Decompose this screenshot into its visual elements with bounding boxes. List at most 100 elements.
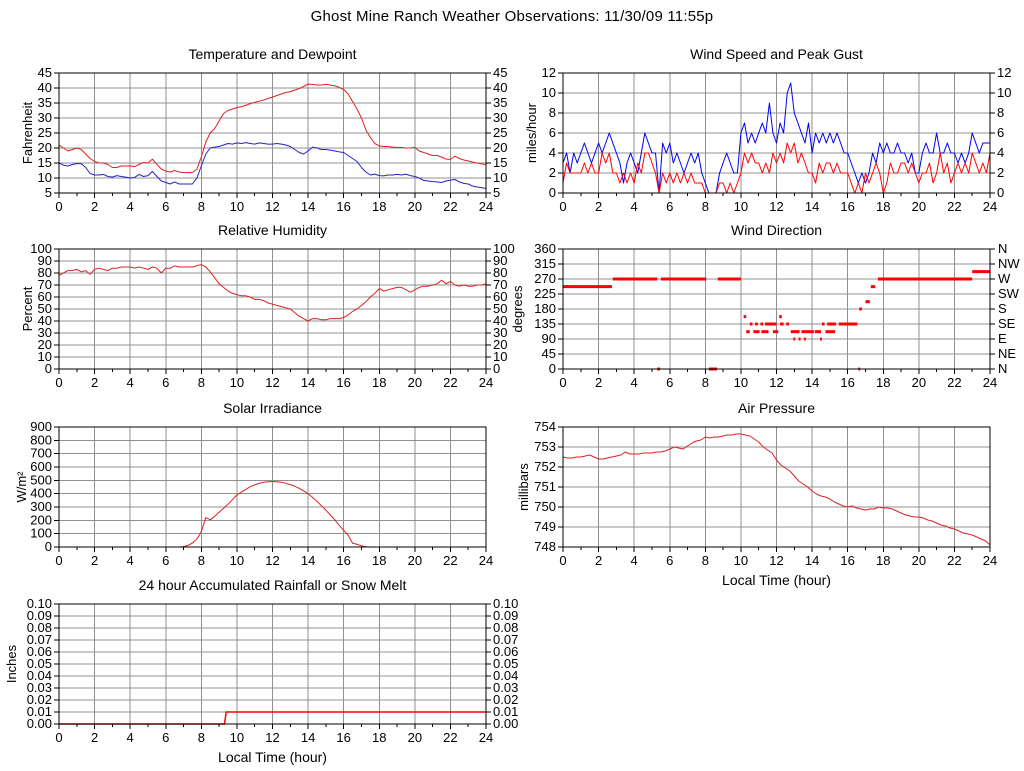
- svg-text:90: 90: [493, 253, 507, 268]
- svg-text:12: 12: [542, 65, 556, 80]
- svg-text:0.00: 0.00: [27, 716, 52, 731]
- svg-text:16: 16: [336, 553, 350, 568]
- svg-text:600: 600: [30, 459, 52, 474]
- svg-text:24: 24: [983, 553, 997, 568]
- svg-text:18: 18: [876, 553, 890, 568]
- svg-text:135: 135: [534, 316, 556, 331]
- svg-text:0.07: 0.07: [493, 632, 518, 647]
- svg-text:16: 16: [336, 199, 350, 214]
- svg-text:22: 22: [947, 375, 961, 390]
- solar-irradiance-chart: 0 100 200 300 400 500 600 700 800 900 0 2 4 6 8 10 12 14 1…: [0, 394, 560, 594]
- svg-text:0.01: 0.01: [493, 704, 518, 719]
- svg-text:750: 750: [534, 499, 556, 514]
- svg-text:60: 60: [38, 289, 52, 304]
- svg-text:18: 18: [876, 375, 890, 390]
- svg-text:200: 200: [30, 512, 52, 527]
- relative-humidity-chart: 0 0 10 10 20 20 30 30 40 40 50 50 60 60 70 70 80 80 90 90 10…: [0, 216, 560, 416]
- axis-labels: 0.00 0.000.01 0.010.02 0.020.03 0.030.04 0.04…: [4, 577, 518, 765]
- svg-text:2: 2: [91, 553, 98, 568]
- wind-direction-chart: 0 N 45 NE 90 E 135 SE 180 S 225 SW 270 W 315 NW 360 N 0 2 4 6…: [512, 216, 1024, 416]
- y-axis-label: degrees: [512, 285, 525, 332]
- svg-text:16: 16: [336, 730, 350, 745]
- svg-text:315: 315: [534, 256, 556, 271]
- svg-text:20: 20: [912, 375, 926, 390]
- svg-text:40: 40: [493, 313, 507, 328]
- svg-text:24: 24: [479, 199, 493, 214]
- svg-text:50: 50: [493, 301, 507, 316]
- svg-text:35: 35: [493, 95, 507, 110]
- svg-text:20: 20: [408, 553, 422, 568]
- svg-text:0: 0: [549, 185, 556, 200]
- page-title: Ghost Mine Ranch Weather Observations: 1…: [310, 8, 714, 25]
- svg-text:14: 14: [805, 199, 819, 214]
- svg-text:0.03: 0.03: [493, 680, 518, 695]
- svg-text:16: 16: [336, 375, 350, 390]
- svg-text:8: 8: [702, 375, 709, 390]
- svg-text:15: 15: [493, 155, 507, 170]
- wind-speed-gust-chart: 0 0 2 2 4 4 6 6 8 8 10 10 12 12 0 2 4 6 8 10 12 14 16 18 20 22 24 W…: [512, 40, 1024, 240]
- svg-text:12: 12: [265, 730, 279, 745]
- svg-text:E: E: [998, 331, 1007, 346]
- svg-text:753: 753: [534, 439, 556, 454]
- svg-text:8: 8: [198, 553, 205, 568]
- svg-text:0: 0: [45, 539, 52, 554]
- svg-text:25: 25: [493, 125, 507, 140]
- svg-text:22: 22: [443, 199, 457, 214]
- svg-text:12: 12: [769, 375, 783, 390]
- axis-ticks: [558, 426, 991, 552]
- svg-text:0.04: 0.04: [27, 668, 52, 683]
- svg-text:22: 22: [443, 730, 457, 745]
- svg-text:10: 10: [38, 170, 52, 185]
- chart-title: 24 hour Accumulated Rainfall or Snow Mel…: [139, 577, 407, 593]
- svg-text:0: 0: [559, 553, 566, 568]
- y-axis-label: Inches: [4, 644, 19, 683]
- svg-text:24: 24: [479, 553, 493, 568]
- svg-text:70: 70: [493, 277, 507, 292]
- svg-text:14: 14: [301, 375, 315, 390]
- svg-text:15: 15: [38, 155, 52, 170]
- x-axis-label: Local Time (hour): [218, 749, 327, 765]
- rainfall-chart: 0.00 0.00 0.01 0.01 0.02 0.02 0.03 0.03 0.04 0.04…: [0, 571, 560, 771]
- air-pressure-chart: 748 749 750 751 752 753 754 0 2 4 6 8 10 12 14 16 18 20 22…: [512, 394, 1024, 594]
- svg-text:400: 400: [30, 486, 52, 501]
- svg-text:0.08: 0.08: [27, 620, 52, 635]
- temperature-dewpoint-chart: 5 5 10 10 15 15 20 20 25 25 30 30 35 35 40 40 45 45 0 2 4 6 8 1…: [0, 40, 560, 240]
- svg-text:6: 6: [997, 125, 1004, 140]
- svg-text:18: 18: [372, 199, 386, 214]
- svg-text:0.09: 0.09: [27, 608, 52, 623]
- svg-text:22: 22: [947, 199, 961, 214]
- svg-text:12: 12: [769, 553, 783, 568]
- svg-text:270: 270: [534, 271, 556, 286]
- svg-text:100: 100: [30, 526, 52, 541]
- gridlines: [562, 72, 991, 194]
- y-axis-label: miles/hour: [524, 102, 539, 163]
- svg-text:45: 45: [542, 346, 556, 361]
- svg-text:20: 20: [38, 140, 52, 155]
- svg-text:25: 25: [38, 125, 52, 140]
- chart-title: Solar Irradiance: [223, 400, 322, 416]
- x-axis-label: Local Time (hour): [722, 572, 831, 588]
- svg-text:6: 6: [162, 375, 169, 390]
- svg-text:10: 10: [493, 349, 507, 364]
- axis-ticks: [54, 72, 491, 198]
- svg-text:0: 0: [559, 375, 566, 390]
- svg-text:4: 4: [127, 730, 134, 745]
- svg-text:4: 4: [631, 553, 638, 568]
- svg-text:8: 8: [997, 105, 1004, 120]
- svg-text:0: 0: [549, 361, 556, 376]
- svg-text:70: 70: [38, 277, 52, 292]
- svg-text:20: 20: [912, 199, 926, 214]
- svg-text:0.02: 0.02: [493, 692, 518, 707]
- svg-text:22: 22: [443, 375, 457, 390]
- svg-text:20: 20: [408, 375, 422, 390]
- svg-text:20: 20: [493, 337, 507, 352]
- svg-text:2: 2: [595, 375, 602, 390]
- svg-text:0: 0: [55, 199, 62, 214]
- svg-text:14: 14: [301, 199, 315, 214]
- pressure-series: [562, 433, 991, 546]
- svg-text:10: 10: [734, 375, 748, 390]
- svg-text:4: 4: [127, 553, 134, 568]
